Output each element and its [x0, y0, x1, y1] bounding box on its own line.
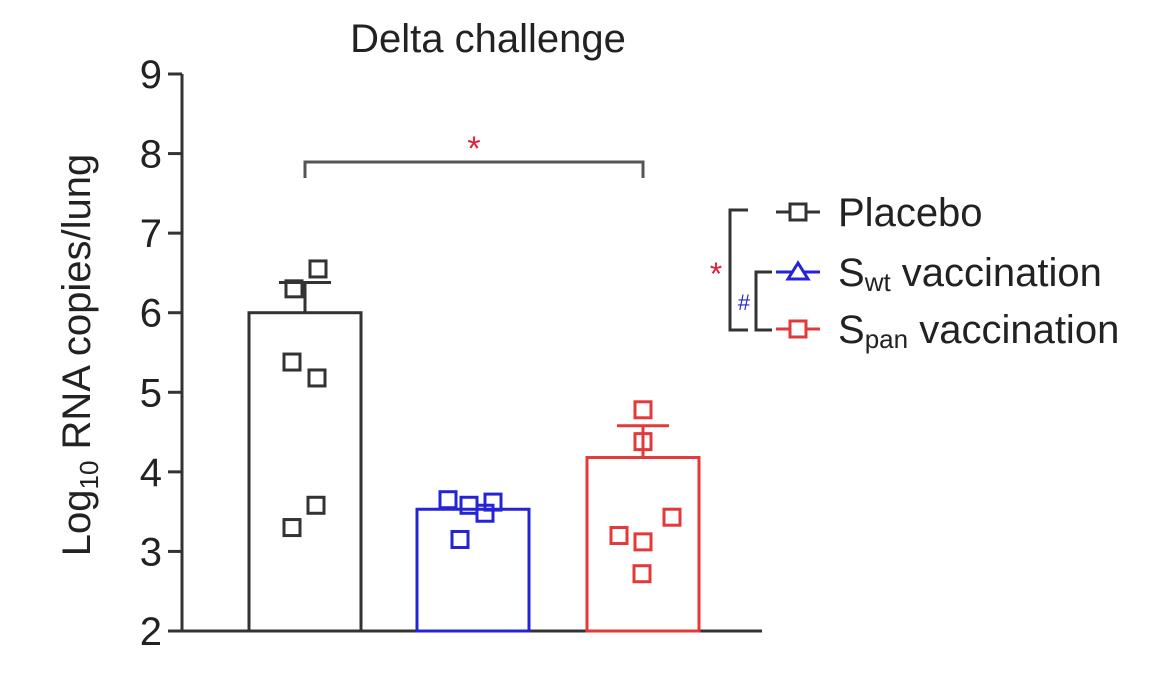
bar — [585, 456, 701, 633]
chart-title: Delta challenge — [350, 17, 626, 61]
legend-label: Swt vaccination — [838, 251, 1102, 297]
y-tick-label: 5 — [140, 371, 162, 415]
legend-bracket-outer — [728, 208, 748, 332]
y-tick-label: 7 — [140, 212, 162, 256]
data-point — [475, 503, 495, 523]
legend-label-sub: wt — [864, 267, 892, 297]
significance-bracket — [303, 160, 645, 178]
y-tick-label: 2 — [140, 610, 162, 654]
legend-label-sub: pan — [865, 324, 908, 354]
legend-label: Span vaccination — [838, 308, 1119, 354]
legend-bracket-inner — [754, 270, 772, 332]
y-axis-label-main: Log — [55, 490, 99, 557]
y-axis-label-sub: 10 — [74, 461, 104, 490]
y-tick-label: 4 — [140, 451, 162, 495]
bar — [247, 311, 363, 633]
data-point — [633, 432, 653, 452]
y-axis-label: Log10 RNA copies/lung — [55, 154, 104, 557]
data-point — [307, 368, 327, 388]
data-point — [633, 400, 653, 420]
y-tick-label: 6 — [140, 292, 162, 336]
legend-marker — [788, 202, 808, 222]
y-tick-label: 8 — [140, 133, 162, 177]
legend-label-main: S — [838, 251, 865, 295]
data-point — [450, 529, 470, 549]
data-point — [308, 259, 328, 279]
legend-significance-star: * — [710, 256, 722, 292]
significance-star: * — [467, 130, 480, 168]
y-tick-label: 9 — [140, 53, 162, 97]
legend-marker — [788, 319, 808, 339]
y-tick-label: 3 — [140, 530, 162, 574]
y-axis-label-rest: RNA copies/lung — [55, 154, 99, 461]
data-point — [284, 279, 304, 299]
data-point — [632, 564, 652, 584]
data-point — [459, 495, 479, 515]
data-point — [282, 518, 302, 538]
legend-marker — [785, 260, 811, 281]
legend-label-main: S — [838, 308, 865, 352]
data-point — [306, 495, 326, 515]
data-point — [282, 352, 302, 372]
legend-label: Placebo — [838, 191, 983, 235]
legend-significance-hash: # — [738, 290, 751, 315]
data-point — [633, 532, 653, 552]
bar — [415, 507, 531, 633]
data-point — [438, 490, 458, 510]
legend-label-rest: vaccination — [908, 308, 1119, 352]
data-point — [662, 507, 682, 527]
legend-label-rest: vaccination — [891, 251, 1102, 295]
data-point — [609, 526, 629, 546]
